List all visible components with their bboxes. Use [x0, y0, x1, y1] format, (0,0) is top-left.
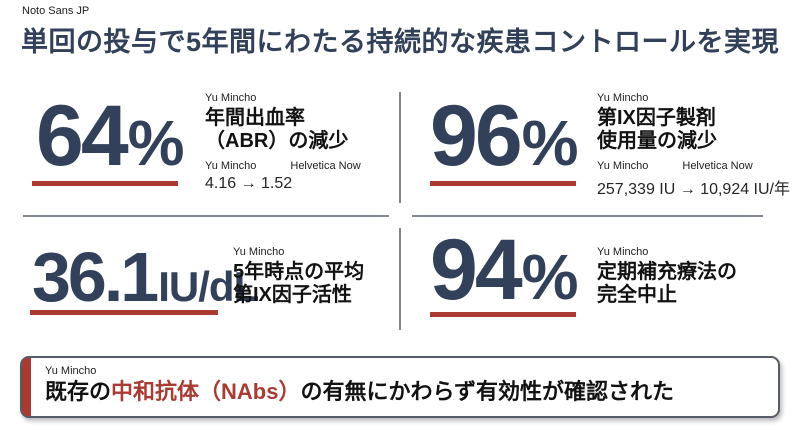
- font-annotation: Yu Mincho: [597, 92, 649, 104]
- stat-detail-values: 257,339 IU → 10,924 IU/年: [597, 181, 791, 198]
- stat-number: 94: [430, 222, 523, 318]
- font-annotation-row: Yu Mincho Helvetica Now: [597, 160, 790, 173]
- stat-value-activity: 36.1 IU/dL: [32, 238, 259, 316]
- stat-description: 定期補充療法の 完全中止: [597, 261, 737, 307]
- stat-detail-values: 4.16 → 1.52: [205, 175, 293, 192]
- stat-description: 5年時点の平均 第IX因子活性: [233, 261, 364, 307]
- stat-value-usage: 96%: [430, 88, 579, 184]
- stat-description-line2: 第IX因子活性: [233, 284, 352, 306]
- red-underline: [30, 310, 218, 315]
- callout-text-suffix: の有無にかわらず有効性が確認された: [300, 379, 675, 404]
- stat-block-abr-reduction: 64% Yu Mincho 年間出血率 （ABR）の減少 Yu Mincho H…: [32, 90, 397, 215]
- font-annotation: Yu Mincho: [597, 160, 649, 172]
- divider-horizontal-left: [23, 215, 389, 217]
- stat-text-cessation: Yu Mincho 定期補充療法の 完全中止: [597, 246, 737, 307]
- stat-description-line1: 定期補充療法の: [597, 261, 737, 283]
- stat-description-line2: 完全中止: [597, 284, 677, 306]
- stat-value-abr: 64%: [36, 88, 185, 184]
- stat-description-line1: 年間出血率: [205, 107, 305, 129]
- stat-unit: %: [521, 241, 579, 313]
- callout-text: 既存の中和抗体（NAbs）の有無にかわらず有効性が確認された: [45, 379, 674, 405]
- callout-text-highlight: 中和抗体（NAbs）: [111, 379, 301, 404]
- font-annotation: Helvetica Now: [290, 160, 361, 172]
- stat-description: 第IX因子製剤 使用量の減少: [597, 107, 790, 153]
- divider-vertical-top: [399, 92, 401, 203]
- stat-text-activity: Yu Mincho 5年時点の平均 第IX因子活性: [233, 246, 364, 307]
- divider-horizontal-right: [412, 215, 763, 217]
- font-annotation: Yu Mincho: [597, 246, 649, 258]
- font-annotation: Yu Mincho: [205, 160, 257, 172]
- stat-text-abr: Yu Mincho 年間出血率 （ABR）の減少 Yu Mincho Helve…: [205, 92, 361, 193]
- stat-description-line2: （ABR）の減少: [205, 130, 349, 152]
- stat-number: 64: [36, 88, 129, 184]
- stat-number: 96: [430, 88, 523, 184]
- stat-block-prophylaxis-cessation: 94% Yu Mincho 定期補充療法の 完全中止: [428, 225, 793, 337]
- callout-text-prefix: 既存の: [45, 379, 112, 404]
- red-underline: [430, 312, 576, 317]
- font-annotation-row: Yu Mincho Helvetica Now: [205, 160, 361, 173]
- stat-text-usage: Yu Mincho 第IX因子製剤 使用量の減少 Yu Mincho Helve…: [597, 92, 790, 199]
- stat-unit: IU/dL: [158, 263, 259, 310]
- stat-unit: %: [127, 107, 185, 179]
- stat-unit: %: [521, 107, 579, 179]
- font-annotation: Yu Mincho: [205, 92, 257, 104]
- stat-block-fix-usage-reduction: 96% Yu Mincho 第IX因子製剤 使用量の減少 Yu Mincho H…: [428, 90, 793, 215]
- callout-red-accent-bar: [22, 358, 31, 416]
- font-annotation: Helvetica Now: [682, 160, 753, 172]
- font-annotation-title: Noto Sans JP: [22, 5, 90, 17]
- stat-number: 36.1: [32, 238, 159, 316]
- font-annotation: Yu Mincho: [45, 365, 97, 377]
- red-underline: [430, 181, 576, 186]
- page-title: 単回の投与で5年間にわたる持続的な疾患コントロールを実現: [21, 27, 780, 57]
- callout-content: Yu Mincho 既存の中和抗体（NAbs）の有無にかわらず有効性が確認された: [45, 365, 674, 405]
- divider-vertical-bottom: [399, 228, 401, 330]
- stat-description-line1: 5年時点の平均: [233, 261, 365, 283]
- stat-description-line1: 第IX因子製剤: [597, 107, 716, 129]
- font-annotation: Yu Mincho: [233, 246, 285, 258]
- stat-description-line2: 使用量の減少: [597, 130, 717, 152]
- stat-block-fix-activity: 36.1 IU/dL Yu Mincho 5年時点の平均 第IX因子活性: [30, 225, 400, 337]
- nabs-callout-box: Yu Mincho 既存の中和抗体（NAbs）の有無にかわらず有効性が確認された: [20, 356, 780, 418]
- red-underline: [32, 181, 178, 186]
- stat-value-cessation: 94%: [430, 222, 579, 318]
- stat-description: 年間出血率 （ABR）の減少: [205, 107, 361, 153]
